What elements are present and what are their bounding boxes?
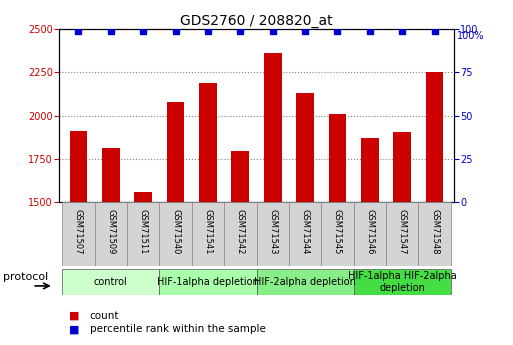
Bar — [102, 148, 120, 202]
Text: GSM71544: GSM71544 — [301, 209, 309, 255]
Bar — [70, 131, 87, 202]
Bar — [353, 269, 451, 295]
Text: GSM71507: GSM71507 — [74, 209, 83, 255]
Bar — [192, 202, 224, 266]
Bar — [264, 53, 282, 202]
Text: GSM71548: GSM71548 — [430, 209, 439, 255]
Bar — [353, 202, 386, 266]
Text: HIF-2alpha depletion: HIF-2alpha depletion — [254, 277, 356, 287]
Bar — [231, 151, 249, 202]
Bar — [419, 202, 451, 266]
Text: GSM71541: GSM71541 — [204, 209, 212, 255]
Text: HIF-1alpha HIF-2alpha
depletion: HIF-1alpha HIF-2alpha depletion — [348, 271, 457, 293]
Text: GSM71542: GSM71542 — [236, 209, 245, 255]
Bar — [426, 71, 443, 202]
Text: 100%: 100% — [457, 31, 484, 41]
Bar — [160, 269, 256, 295]
Text: protocol: protocol — [3, 272, 48, 282]
Bar — [386, 202, 419, 266]
Bar — [62, 269, 160, 295]
Bar — [321, 202, 353, 266]
Bar — [393, 132, 411, 202]
Text: GSM71511: GSM71511 — [139, 209, 148, 255]
Text: HIF-1alpha depletion: HIF-1alpha depletion — [157, 277, 259, 287]
Bar — [167, 102, 185, 202]
Bar — [289, 202, 321, 266]
Bar — [127, 202, 160, 266]
Bar — [134, 193, 152, 202]
Bar — [199, 83, 217, 202]
Text: GSM71543: GSM71543 — [268, 209, 277, 255]
Text: GSM71546: GSM71546 — [365, 209, 374, 255]
Text: GSM71547: GSM71547 — [398, 209, 407, 255]
Bar — [62, 202, 94, 266]
Text: control: control — [94, 277, 128, 287]
Bar — [328, 114, 346, 202]
Bar — [296, 93, 314, 202]
Bar — [160, 202, 192, 266]
Bar — [224, 202, 256, 266]
Text: count: count — [90, 311, 120, 321]
Text: GSM71540: GSM71540 — [171, 209, 180, 255]
Title: GDS2760 / 208820_at: GDS2760 / 208820_at — [180, 14, 333, 28]
Bar — [256, 202, 289, 266]
Text: GSM71545: GSM71545 — [333, 209, 342, 255]
Text: ■: ■ — [69, 311, 80, 321]
Text: GSM71509: GSM71509 — [106, 209, 115, 255]
Text: ■: ■ — [69, 325, 80, 334]
Text: percentile rank within the sample: percentile rank within the sample — [90, 325, 266, 334]
Bar — [256, 269, 353, 295]
Bar — [94, 202, 127, 266]
Bar — [361, 138, 379, 202]
